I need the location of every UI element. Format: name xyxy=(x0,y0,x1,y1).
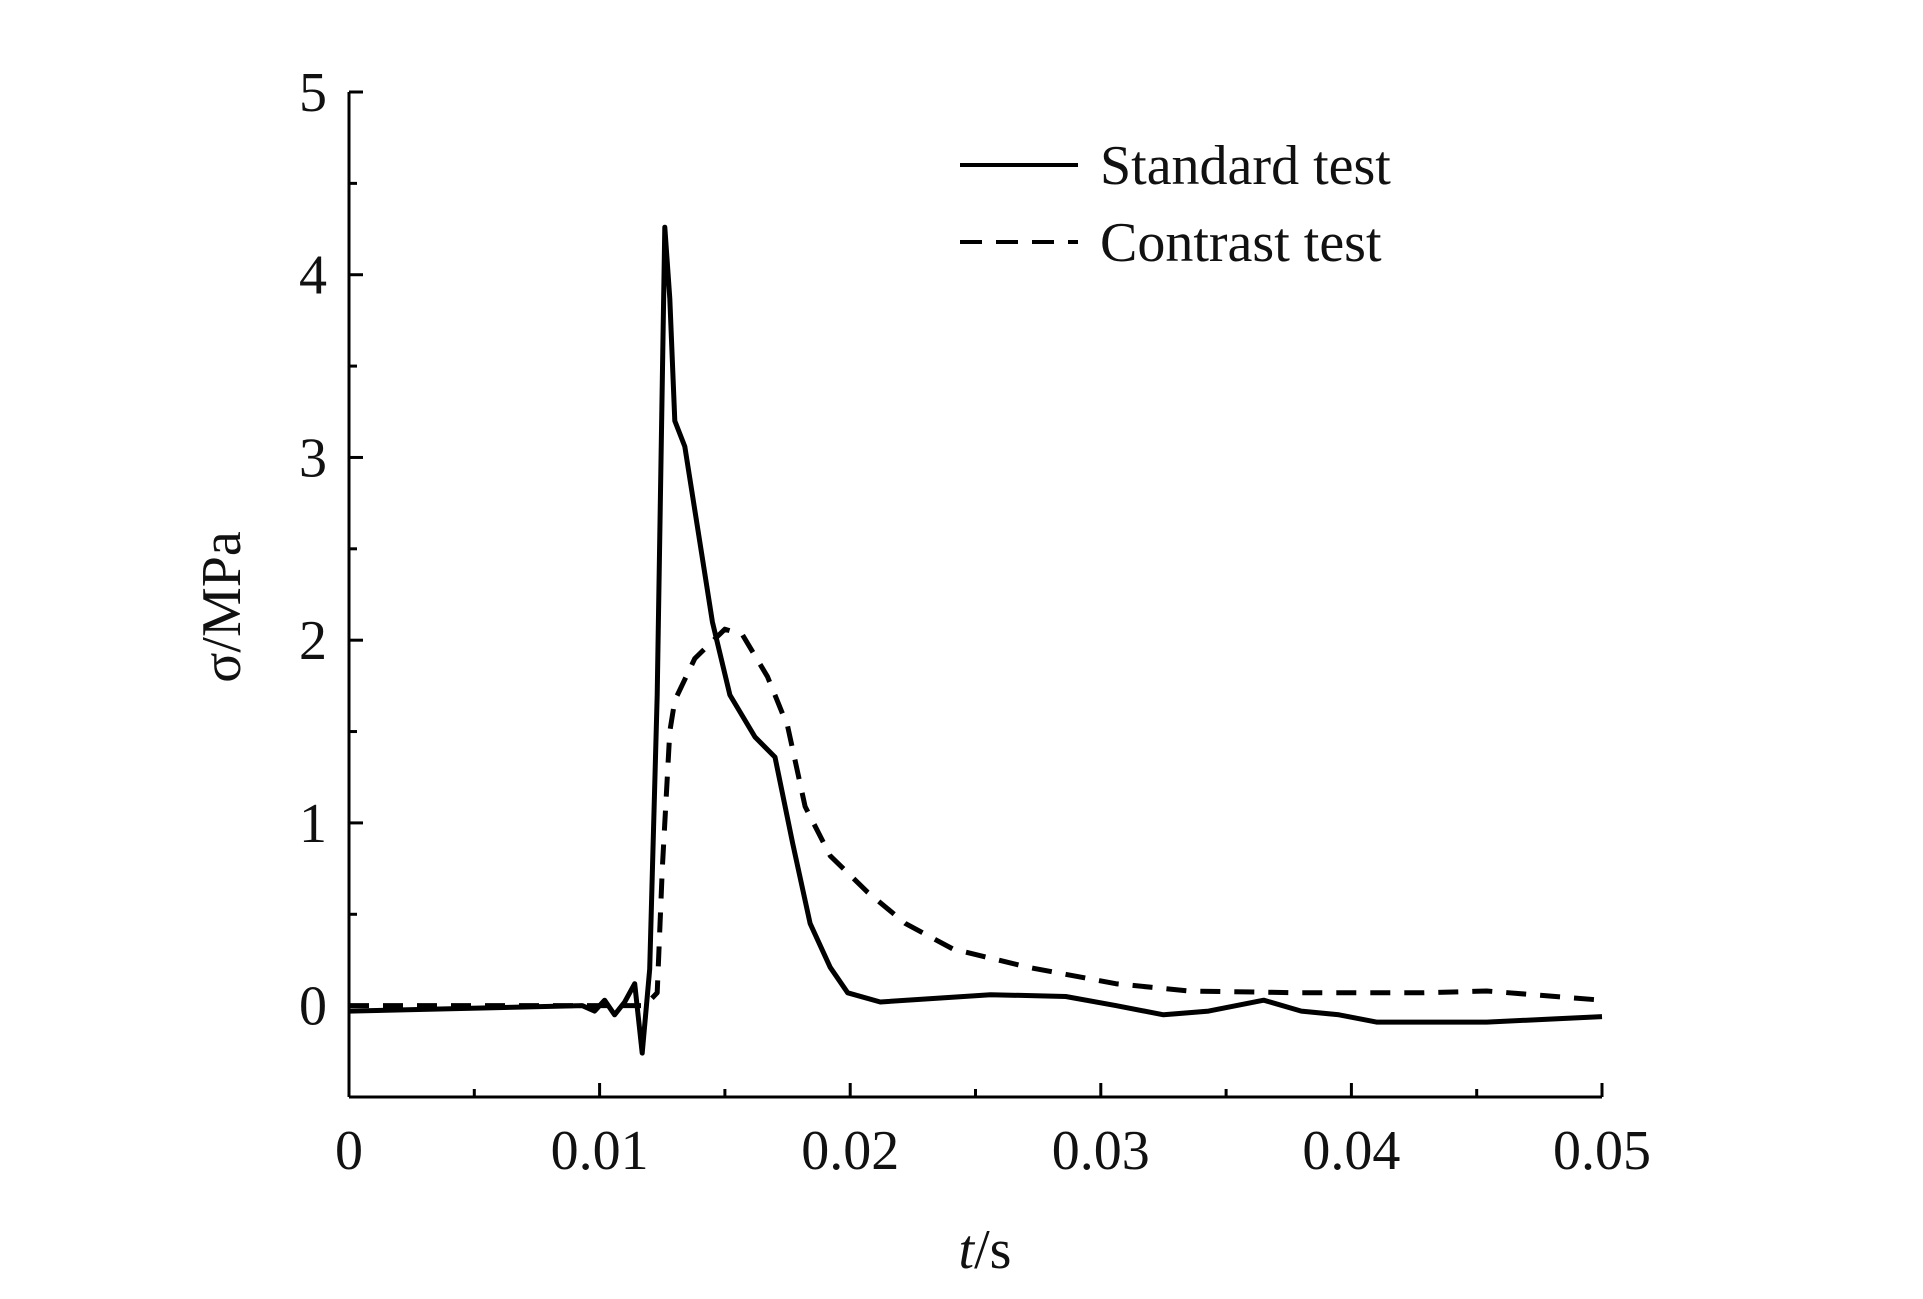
legend-label: Standard test xyxy=(1100,135,1391,197)
x-axis-title: t/s xyxy=(959,1219,1012,1281)
x-tick-label: 0.01 xyxy=(551,1120,649,1182)
y-tick-label: 2 xyxy=(299,610,327,672)
series-line-contrast-test xyxy=(349,626,1603,1009)
y-tick-label: 3 xyxy=(299,427,327,489)
legend-label: Contrast test xyxy=(1100,212,1382,274)
axes: 0 0.01 0.02 0.03 0.04 0.05 0 1 2 3 4 5 xyxy=(299,62,1651,1182)
series-line-standard-test xyxy=(348,224,1603,1056)
x-tick-label: 0.02 xyxy=(801,1120,899,1182)
x-axis-title-var: t xyxy=(959,1219,976,1281)
series-group xyxy=(348,224,1603,1056)
x-tick-label: 0.03 xyxy=(1052,1120,1150,1182)
legend: Standard test Contrast test xyxy=(960,135,1391,274)
y-tick-label: 5 xyxy=(299,62,327,124)
y-tick-label: 0 xyxy=(299,976,327,1038)
y-axis-title: σ/MPa xyxy=(191,531,253,683)
x-tick-label: 0 xyxy=(335,1120,363,1182)
x-tick-label: 0.04 xyxy=(1302,1120,1400,1182)
x-axis-title-unit: /s xyxy=(974,1219,1011,1281)
y-tick-label: 4 xyxy=(299,245,327,307)
x-tick-label: 0.05 xyxy=(1553,1120,1651,1182)
y-tick-label: 1 xyxy=(299,793,327,855)
